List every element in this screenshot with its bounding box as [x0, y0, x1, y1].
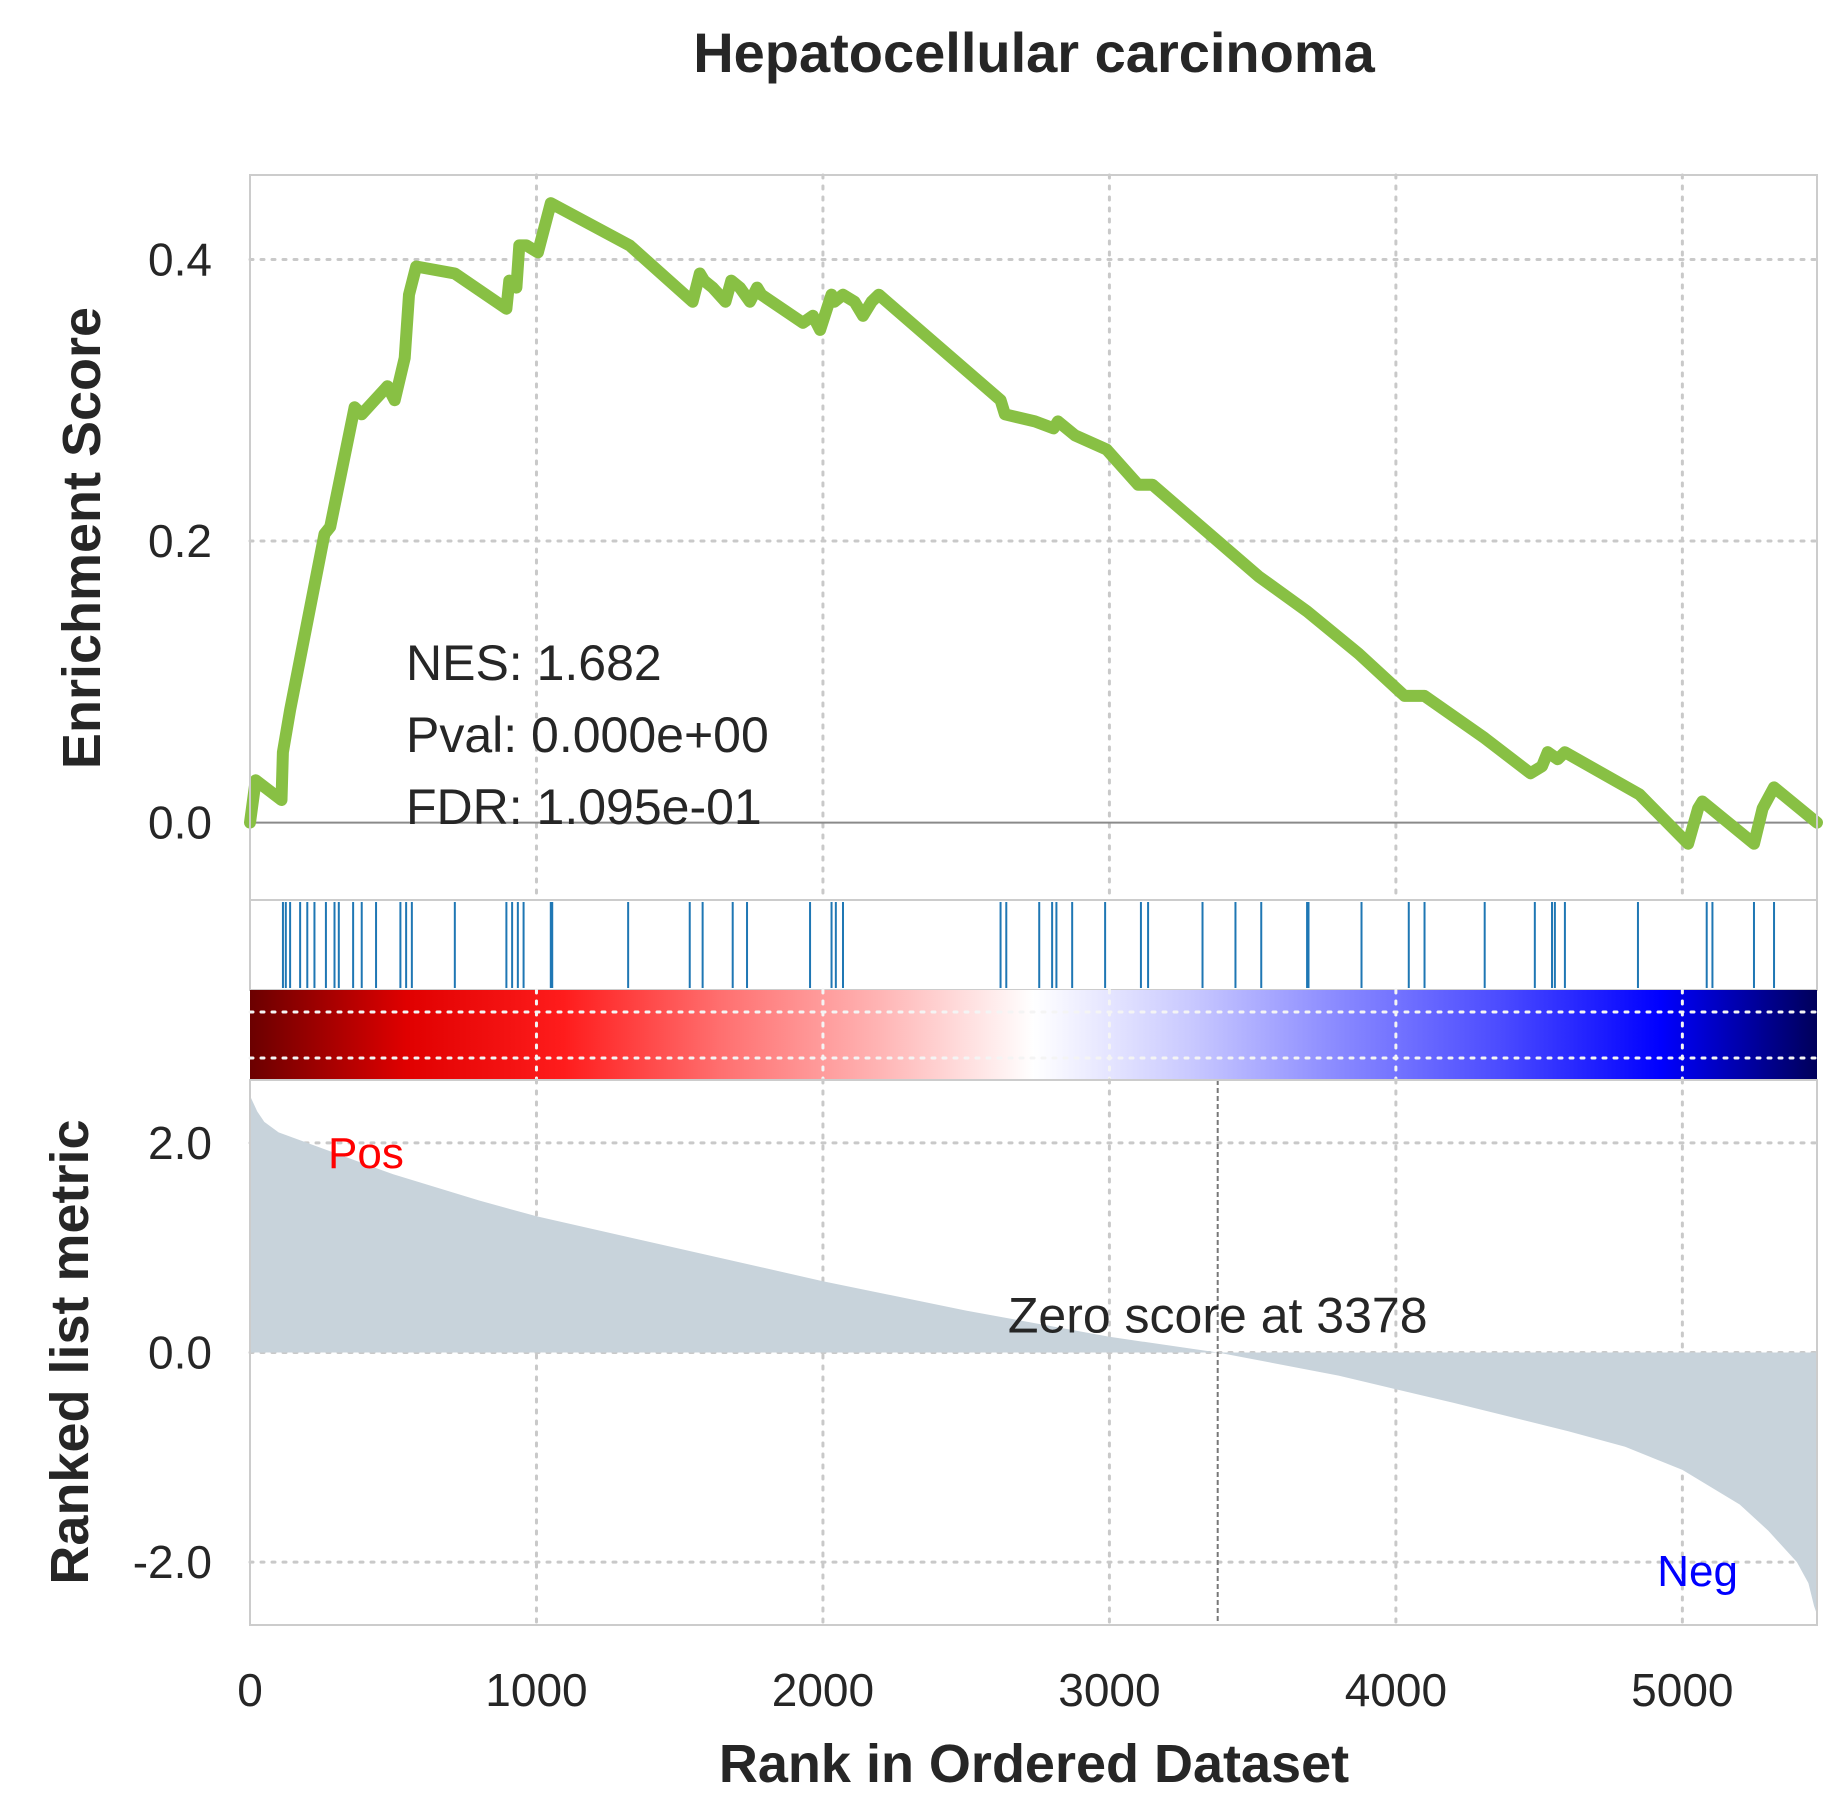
x-tick-label: 4000 — [1345, 1664, 1447, 1716]
enrichment-score-panel: NES: 1.682 Pval: 0.000e+00 FDR: 1.095e-0… — [52, 173, 1823, 902]
fdr-stat: FDR: 1.095e-01 — [406, 779, 762, 835]
neg-label: Neg — [1657, 1547, 1738, 1596]
nes-stat: NES: 1.682 — [406, 635, 662, 691]
x-tick-label: 1000 — [485, 1664, 587, 1716]
enrichment-y-tick-label: 0.2 — [148, 515, 212, 567]
x-axis-label: Rank in Ordered Dataset — [719, 1734, 1349, 1794]
ranked-metric-area — [250, 1095, 1817, 1615]
colorbar-grid — [248, 988, 1819, 1082]
enrichment-score-line — [244, 197, 1823, 850]
pos-label: Pos — [328, 1129, 404, 1178]
pval-stat: Pval: 0.000e+00 — [406, 707, 769, 763]
colorbar-gradient — [250, 990, 1817, 1080]
enrichment-y-tick-label: 0.0 — [148, 797, 212, 849]
x-tick-label: 0 — [237, 1664, 263, 1716]
gene-hit-lines — [281, 902, 1776, 988]
x-tick-label: 2000 — [772, 1664, 874, 1716]
enrichment-y-label: Enrichment Score — [52, 307, 112, 769]
zero-score-annotation: Zero score at 3378 — [1008, 1288, 1428, 1344]
ranked-y-tick-label: 2.0 — [148, 1117, 212, 1169]
ranked-frame — [249, 1079, 1818, 1626]
hits-frame — [249, 899, 1818, 991]
chart-title: Hepatocellular carcinoma — [693, 21, 1375, 84]
ranked-list-panel: Zero score at 3378 Pos Neg 2.0 0.0 -2.0 Ra… — [40, 1078, 1819, 1627]
rank-colorbar — [248, 988, 1819, 1082]
enrichment-y-tick-label: 0.4 — [148, 233, 212, 285]
enrichment-y-ticks: 0.0 0.2 0.4 — [148, 233, 212, 848]
x-axis-ticks: 0 1000 2000 3000 4000 5000 — [237, 1664, 1733, 1716]
ranked-y-tick-label: 0.0 — [148, 1327, 212, 1379]
x-tick-label: 3000 — [1058, 1664, 1160, 1716]
gene-hits-panel — [249, 899, 1818, 991]
ranked-y-tick-label: -2.0 — [133, 1536, 212, 1588]
enrichment-stats: NES: 1.682 Pval: 0.000e+00 FDR: 1.095e-0… — [406, 635, 769, 835]
ranked-y-label: Ranked list metric — [40, 1119, 100, 1584]
ranked-y-ticks: 2.0 0.0 -2.0 — [133, 1117, 212, 1588]
enrichment-grid — [248, 173, 1819, 902]
x-tick-label: 5000 — [1631, 1664, 1733, 1716]
